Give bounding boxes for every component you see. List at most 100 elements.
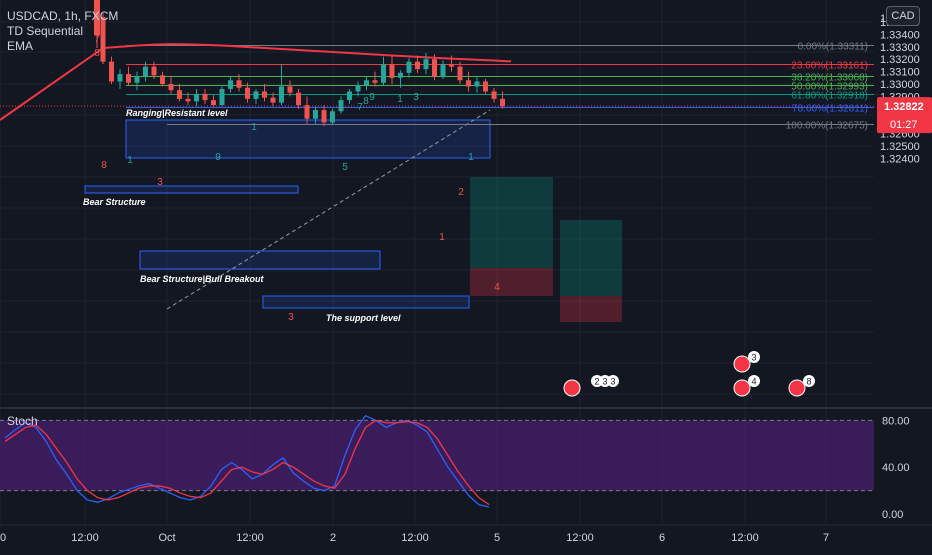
time-axis-label: 12:00 — [401, 532, 429, 544]
price-axis-label: 1.33400 — [880, 29, 920, 41]
event-badge-icon — [733, 379, 751, 397]
candle-body — [270, 97, 276, 103]
candle-body — [126, 74, 131, 83]
event-count-bubble — [748, 351, 760, 363]
candle-body — [347, 91, 352, 101]
candle-body — [253, 91, 259, 99]
position-loss-zone — [470, 268, 553, 296]
candle-body — [364, 80, 369, 86]
candle-body — [296, 92, 301, 106]
ema-label[interactable]: EMA — [7, 39, 34, 53]
td-count-label: 3 — [413, 92, 419, 103]
td-sequential-label[interactable]: TD Sequential — [7, 24, 84, 38]
candle-body — [109, 61, 114, 82]
td-count-label: 1 — [397, 94, 403, 105]
candle-body — [211, 100, 216, 106]
time-axis-label: 0 — [0, 532, 6, 544]
td-count-label: 9 — [369, 92, 375, 103]
event-count-label: 3 — [610, 377, 615, 387]
fib-level-label: 50.00%(1.32993) — [791, 82, 868, 93]
candle-body — [262, 91, 267, 98]
position2-profit-zone — [560, 220, 622, 296]
bear-bull-annotation: Bear Structure|Bull Breakout — [140, 274, 265, 284]
candle-body — [440, 64, 446, 77]
candle-body — [228, 80, 233, 89]
event-count-label: 3 — [751, 353, 756, 363]
event-badge-icon — [563, 379, 581, 397]
candle-body — [287, 86, 293, 93]
stoch-axis-label: 0.00 — [882, 509, 903, 521]
td-count-label: 1 — [439, 232, 445, 243]
candle-body — [117, 74, 123, 82]
event-count-label: 2 — [594, 377, 599, 387]
candle-body — [372, 80, 378, 83]
fib-level-label: 23.60%(1.33161) — [791, 61, 868, 72]
candle-body — [406, 61, 412, 73]
current-price-tag — [877, 97, 932, 134]
time-axis-label: 7 — [823, 532, 829, 544]
candle-body — [423, 59, 429, 70]
td-count-label: 2 — [458, 187, 464, 198]
td-count-label: 1 — [127, 155, 133, 166]
td-count-label: 3 — [157, 177, 163, 188]
time-axis-label: 2 — [330, 532, 336, 544]
td-count-label: 4 — [494, 282, 500, 293]
chart-legend: USDCAD, 1h, FXCM TD Sequential EMA — [7, 9, 118, 54]
td-count-label: 8 — [363, 96, 369, 107]
time-axis-label: Oct — [158, 532, 175, 544]
stoch-band — [0, 420, 874, 491]
td-count-label: 1 — [468, 152, 474, 163]
time-axis-label: 12:00 — [731, 532, 759, 544]
bear-structure-box — [84, 185, 299, 194]
candle-body — [432, 59, 437, 77]
candle-body — [168, 84, 174, 91]
price-axis-label: 1.32500 — [880, 141, 920, 153]
price-axis-label: 1.33200 — [880, 54, 920, 66]
candle-body — [500, 98, 505, 107]
time-axis-label: 6 — [659, 532, 665, 544]
event-badge-icon — [788, 379, 806, 397]
countdown-label: 01:27 — [890, 119, 918, 131]
candle-body — [177, 90, 182, 99]
candle-body — [236, 80, 242, 88]
td-count-label: 1 — [251, 122, 257, 133]
price-axis-label: 1.33300 — [880, 42, 920, 54]
fib-level-label: 100.00%(1.32675) — [786, 121, 868, 132]
candle-body — [415, 61, 420, 70]
symbol-label[interactable]: USDCAD, 1h, FXCM — [7, 9, 119, 23]
time-axis-label: 12:00 — [236, 532, 264, 544]
currency-button[interactable]: CAD — [886, 6, 920, 26]
time-axis-label: 12:00 — [566, 532, 594, 544]
td-count-label: 7 — [357, 102, 363, 113]
stoch-title: Stoch — [7, 414, 38, 428]
td-count-label: 7 — [94, 34, 100, 45]
time-axis-label: 5 — [494, 532, 500, 544]
candle-body — [483, 81, 488, 92]
candle-body — [389, 64, 395, 78]
event-count-bubble — [803, 375, 815, 387]
candle-body — [185, 98, 191, 102]
fib-level-label: 38.20%(1.33068) — [791, 73, 868, 84]
candle-body — [466, 80, 471, 87]
candle-body — [474, 81, 480, 87]
candle-body — [457, 66, 463, 81]
event-count-label: 3 — [602, 377, 607, 387]
event-count-bubble — [748, 375, 760, 387]
candle-body — [134, 76, 140, 83]
candle-body — [202, 93, 208, 101]
td-count-label: 9 — [215, 152, 221, 163]
price-axis-label: 1.33000 — [880, 79, 920, 91]
candle-body — [330, 111, 335, 123]
bear-structure-annotation: Bear Structure — [83, 197, 146, 207]
position2-loss-zone — [560, 296, 622, 322]
candle-body — [100, 17, 106, 62]
event-count-label: 4 — [751, 377, 756, 387]
fib-level-label: 0.00%(1.33311) — [798, 42, 868, 53]
price-axis-label: 1.33100 — [880, 67, 920, 79]
position-profit-zone — [470, 177, 553, 268]
ranging-annotation: Ranging|Resistant level — [126, 108, 228, 118]
ema-line — [0, 43, 512, 121]
candle-body — [279, 86, 284, 103]
